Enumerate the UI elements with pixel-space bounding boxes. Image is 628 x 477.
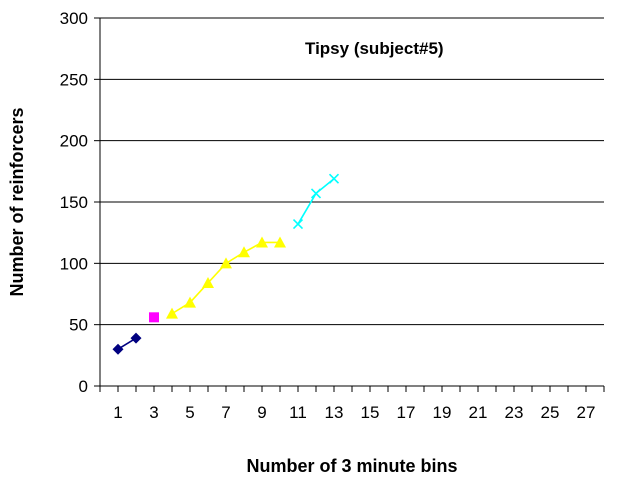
x-tick-label: 3 [149,403,158,422]
data-point-x [328,173,340,184]
x-tick-label: 23 [505,403,524,422]
x-marker-stroke [310,188,322,199]
gridlines [100,17,604,326]
data-point-triangle [202,276,214,288]
x-tick-label: 27 [577,403,596,422]
y-tick-label: 0 [79,377,88,396]
y-tick-label: 250 [60,70,88,89]
x-tick-label: 7 [221,403,230,422]
data-point-square [149,312,159,323]
series-line-x [297,178,335,225]
data-point-triangle [238,246,250,258]
data-point-diamond [112,343,124,355]
x-tick-label: 19 [433,403,452,422]
data-point-x [310,188,322,199]
y-tick-label: 50 [69,316,88,335]
series [112,173,340,355]
x-tick-label: 25 [541,403,560,422]
y-tick-label: 300 [60,9,88,28]
y-axis-title: Number of reinforcers [7,107,27,296]
x-tick-label: 1 [113,403,122,422]
data-point-triangle [220,257,232,269]
x-tick-label: 11 [289,403,307,422]
x-axis-title: Number of 3 minute bins [246,456,457,476]
data-point-triangle [166,307,178,319]
x-marker-stroke [292,219,304,230]
x-tick-label: 21 [469,403,488,422]
x-marker-stroke [328,173,340,184]
y-tick-label: 200 [60,132,88,151]
data-point-triangle [274,236,286,248]
x-tick-label: 13 [325,403,344,422]
data-point-triangle [256,236,268,248]
data-point-diamond [130,332,142,344]
data-point-triangle [184,296,196,308]
x-tick-label: 15 [361,403,380,422]
y-tick-label: 100 [60,254,88,273]
x-tick-label: 17 [397,403,416,422]
x-tick-label: 9 [257,403,266,422]
y-tick-label: 150 [60,193,88,212]
x-tick-label: 5 [185,403,194,422]
chart-title: Tipsy (subject#5) [305,39,444,58]
data-point-x [292,219,304,230]
